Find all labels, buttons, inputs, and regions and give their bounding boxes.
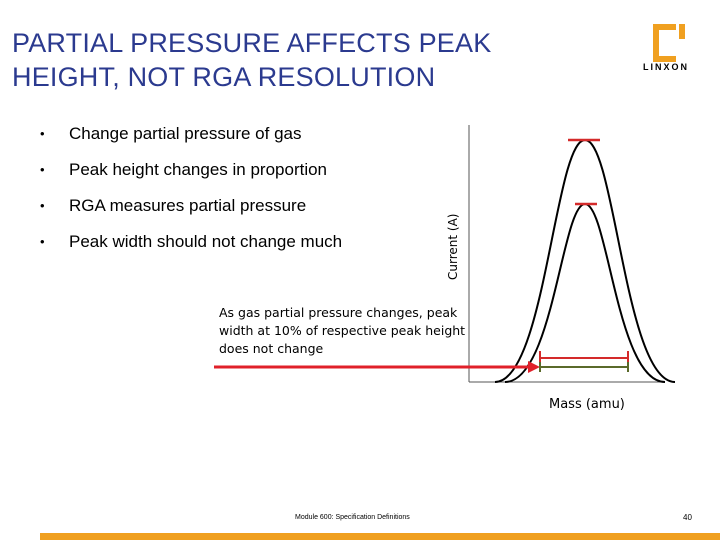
bullet-list: • Change partial pressure of gas • Peak he… bbox=[40, 120, 342, 264]
short-peak-curve bbox=[504, 202, 666, 383]
bullet-dot: • bbox=[40, 126, 45, 141]
bullet-text: Change partial pressure of gas bbox=[69, 124, 302, 143]
bullet-text: RGA measures partial pressure bbox=[69, 196, 307, 215]
footer-accent-bar bbox=[40, 533, 720, 540]
bullet-item: • Peak width should not change much bbox=[40, 228, 342, 264]
bullet-item: • Peak height changes in proportion bbox=[40, 156, 342, 192]
logo-text: LINXON bbox=[642, 62, 689, 72]
tall-peak-curve bbox=[494, 138, 676, 383]
page-number: 40 bbox=[683, 513, 692, 522]
annotation-text: As gas partial pressure changes, peak wi… bbox=[219, 305, 466, 356]
bullet-item: • Change partial pressure of gas bbox=[40, 120, 342, 156]
y-axis-label: Current (A) bbox=[446, 213, 460, 280]
bullet-item: • RGA measures partial pressure bbox=[40, 192, 342, 228]
linxon-logo-icon bbox=[653, 24, 685, 62]
bullet-dot: • bbox=[40, 198, 45, 213]
slide-title: PARTIAL PRESSURE AFFECTS PEAK HEIGHT, NO… bbox=[12, 28, 492, 92]
footer-text: Module 600: Specification Definitions bbox=[295, 514, 410, 521]
bullet-dot: • bbox=[40, 162, 45, 177]
bullet-dot: • bbox=[40, 234, 45, 249]
bullet-text: Peak width should not change much bbox=[69, 232, 343, 251]
x-axis-label: Mass (amu) bbox=[549, 397, 625, 412]
annotation-arrow-head bbox=[528, 361, 540, 373]
bullet-text: Peak height changes in proportion bbox=[69, 160, 328, 179]
